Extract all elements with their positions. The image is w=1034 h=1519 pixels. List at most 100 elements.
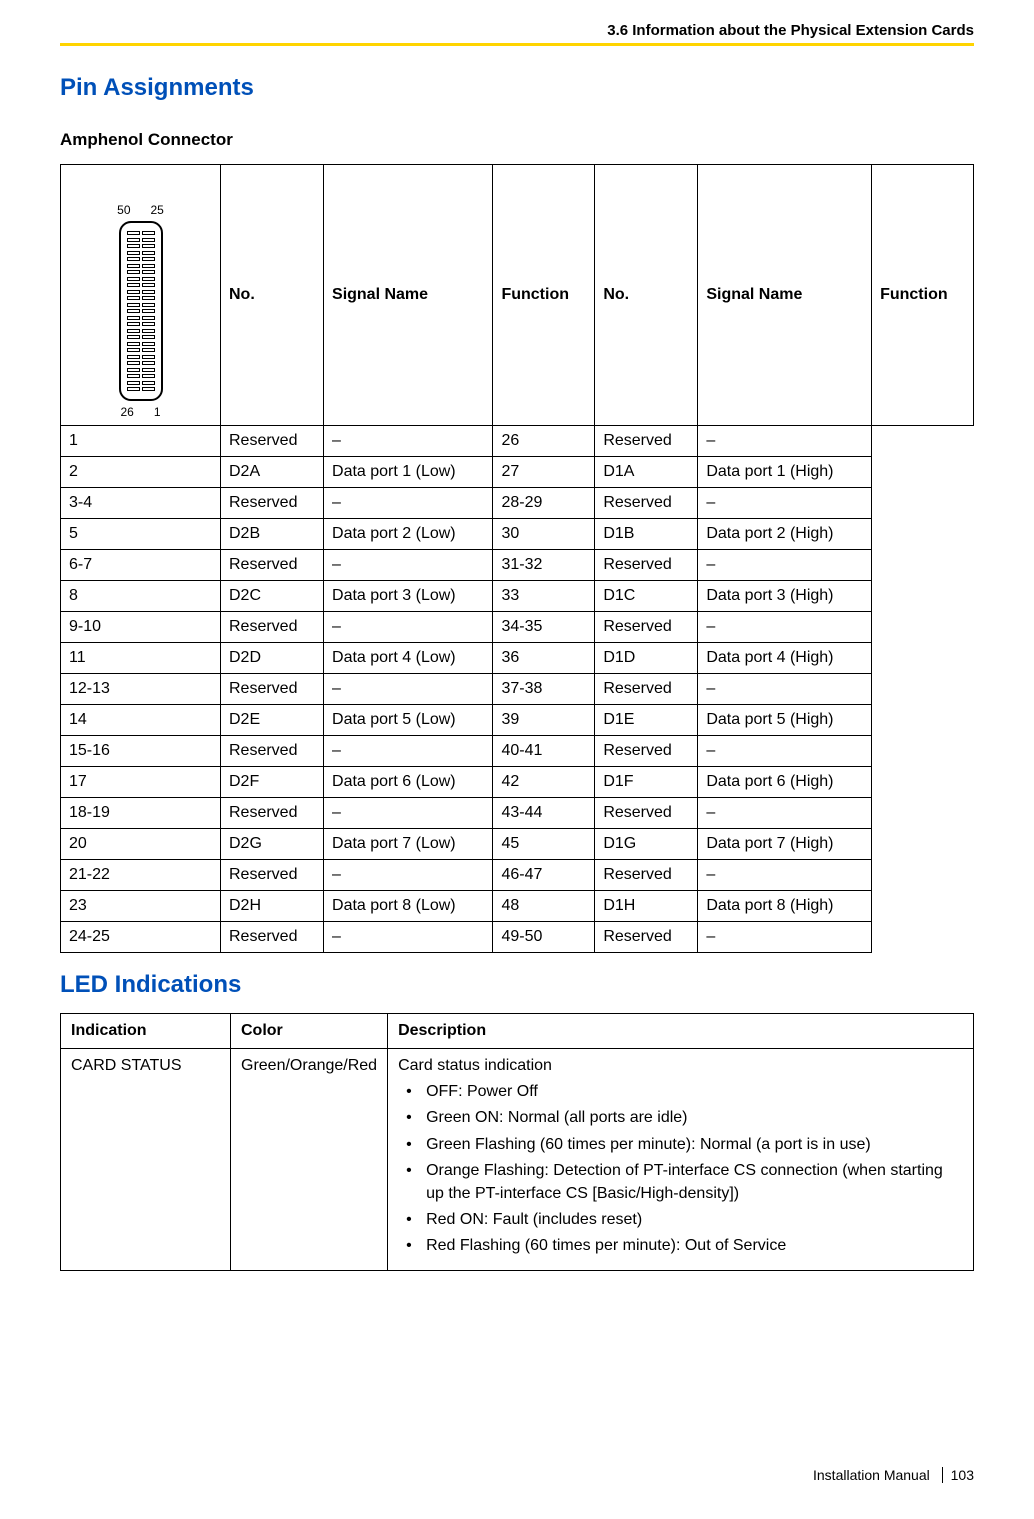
subhead-amphenol: Amphenol Connector [60, 130, 974, 150]
table-cell: Reserved [221, 488, 324, 519]
table-cell: 45 [493, 829, 595, 860]
table-cell: 17 [61, 767, 221, 798]
table-cell: D1H [595, 891, 698, 922]
th-sig-2: Signal Name [698, 165, 872, 426]
table-cell: Data port 1 (Low) [324, 457, 493, 488]
footer: Installation Manual 103 [813, 1467, 974, 1483]
table-cell: Reserved [595, 736, 698, 767]
table-cell: 49-50 [493, 922, 595, 953]
table-cell: 30 [493, 519, 595, 550]
table-cell: Reserved [595, 860, 698, 891]
table-cell: Data port 3 (Low) [324, 581, 493, 612]
table-cell: Reserved [221, 922, 324, 953]
table-row: 17D2FData port 6 (Low)42D1FData port 6 (… [61, 767, 974, 798]
conn-label-br: 1 [154, 405, 161, 419]
header-rule [60, 43, 974, 46]
table-cell: – [324, 488, 493, 519]
table-cell: 43-44 [493, 798, 595, 829]
table-cell: – [324, 674, 493, 705]
table-cell: – [324, 798, 493, 829]
table-cell: 21-22 [61, 860, 221, 891]
table-cell: D1F [595, 767, 698, 798]
th-sig-1: Signal Name [324, 165, 493, 426]
list-item: OFF: Power Off [398, 1081, 963, 1103]
table-cell: Reserved [595, 612, 698, 643]
table-cell: 1 [61, 426, 221, 457]
th-no-1: No. [221, 165, 324, 426]
table-cell: Reserved [221, 426, 324, 457]
table-cell: 9-10 [61, 612, 221, 643]
table-cell: – [698, 736, 872, 767]
table-cell: Data port 6 (Low) [324, 767, 493, 798]
table-cell: 3-4 [61, 488, 221, 519]
led-header-row: Indication Color Description [61, 1014, 974, 1049]
table-cell: Data port 4 (Low) [324, 643, 493, 674]
table-row: 1Reserved–26Reserved– [61, 426, 974, 457]
table-cell: 36 [493, 643, 595, 674]
table-cell: Reserved [595, 922, 698, 953]
table-cell: D1D [595, 643, 698, 674]
table-cell: Reserved [221, 550, 324, 581]
table-cell: Reserved [595, 674, 698, 705]
connector-outline [119, 221, 163, 401]
table-cell: Data port 2 (High) [698, 519, 872, 550]
table-cell: – [324, 736, 493, 767]
table-cell: 46-47 [493, 860, 595, 891]
table-row: 14D2EData port 5 (Low)39D1EData port 5 (… [61, 705, 974, 736]
table-cell: 12-13 [61, 674, 221, 705]
header-section: 3.6 Information about the Physical Exten… [60, 22, 974, 39]
table-cell: D2E [221, 705, 324, 736]
connector-labels-bottom: 26 1 [120, 405, 160, 419]
list-item: Red ON: Fault (includes reset) [398, 1209, 963, 1231]
table-cell: Reserved [221, 612, 324, 643]
led-description: Card status indication OFF: Power OffGre… [388, 1049, 974, 1271]
table-cell: – [324, 922, 493, 953]
table-cell: D2H [221, 891, 324, 922]
table-cell: Data port 7 (High) [698, 829, 872, 860]
table-row: 23D2HData port 8 (Low)48D1HData port 8 (… [61, 891, 974, 922]
table-cell: Data port 5 (Low) [324, 705, 493, 736]
table-cell: – [324, 860, 493, 891]
table-cell: Reserved [595, 550, 698, 581]
table-row: 18-19Reserved–43-44Reserved– [61, 798, 974, 829]
th-func-1: Function [493, 165, 595, 426]
table-row: 9-10Reserved–34-35Reserved– [61, 612, 974, 643]
table-cell: 37-38 [493, 674, 595, 705]
table-cell: – [698, 860, 872, 891]
table-row: 21-22Reserved–46-47Reserved– [61, 860, 974, 891]
table-cell: 11 [61, 643, 221, 674]
table-cell: – [324, 612, 493, 643]
table-row: 20D2GData port 7 (Low)45D1GData port 7 (… [61, 829, 974, 860]
table-cell: Data port 5 (High) [698, 705, 872, 736]
list-item: Green ON: Normal (all ports are idle) [398, 1107, 963, 1129]
table-row: 6-7Reserved–31-32Reserved– [61, 550, 974, 581]
led-row: CARD STATUS Green/Orange/Red Card status… [61, 1049, 974, 1271]
table-cell: Data port 1 (High) [698, 457, 872, 488]
th-color: Color [231, 1014, 388, 1049]
table-cell: D2G [221, 829, 324, 860]
table-cell: 5 [61, 519, 221, 550]
table-cell: D1E [595, 705, 698, 736]
table-row: 24-25Reserved–49-50Reserved– [61, 922, 974, 953]
table-cell: – [698, 550, 872, 581]
table-cell: 27 [493, 457, 595, 488]
table-cell: 18-19 [61, 798, 221, 829]
table-cell: 6-7 [61, 550, 221, 581]
table-row: 15-16Reserved–40-41Reserved– [61, 736, 974, 767]
connector-diagram: 50 25 26 1 [69, 171, 212, 419]
table-cell: 2 [61, 457, 221, 488]
table-cell: Data port 8 (High) [698, 891, 872, 922]
led-table: Indication Color Description CARD STATUS… [60, 1013, 974, 1271]
table-row: 12-13Reserved–37-38Reserved– [61, 674, 974, 705]
table-cell: D2B [221, 519, 324, 550]
connector-diagram-cell: 50 25 26 1 [61, 165, 221, 426]
table-cell: Reserved [221, 736, 324, 767]
table-cell: Data port 7 (Low) [324, 829, 493, 860]
table-cell: – [698, 922, 872, 953]
table-cell: Reserved [221, 798, 324, 829]
table-cell: 8 [61, 581, 221, 612]
table-cell: 48 [493, 891, 595, 922]
table-cell: D2A [221, 457, 324, 488]
table-cell: 40-41 [493, 736, 595, 767]
table-cell: D2F [221, 767, 324, 798]
